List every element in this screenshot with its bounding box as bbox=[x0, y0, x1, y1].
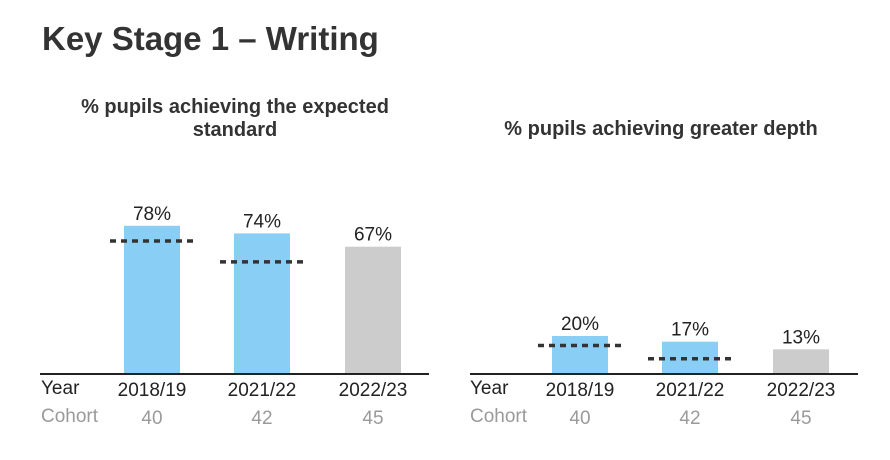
data-label: 20% bbox=[561, 314, 599, 335]
data-label: 74% bbox=[243, 211, 281, 232]
data-label: 17% bbox=[671, 320, 709, 341]
cohort-row-label: Cohort bbox=[41, 406, 99, 427]
cohort-value: 42 bbox=[251, 408, 272, 429]
data-label: 13% bbox=[782, 327, 820, 348]
bar bbox=[124, 225, 180, 374]
chart-title-expected-standard: % pupils achieving the expected standard bbox=[40, 96, 430, 142]
bar bbox=[345, 246, 401, 374]
cohort-row-label: Cohort bbox=[470, 406, 528, 427]
data-label: 67% bbox=[354, 225, 392, 246]
cohort-value: 45 bbox=[790, 408, 811, 429]
chart-title-line: standard bbox=[192, 119, 278, 141]
cohort-value: 40 bbox=[141, 408, 162, 429]
cohort-value: 45 bbox=[362, 408, 383, 429]
chart-title-greater-depth: % pupils achieving greater depth bbox=[466, 118, 856, 141]
cohort-value: 42 bbox=[679, 408, 700, 429]
bar bbox=[234, 233, 290, 374]
category-label: 2022/23 bbox=[767, 380, 836, 401]
chart-greater-depth: 20% 2018/19 40 17% 2021/22 42 13% 2022/23 45 bbox=[470, 314, 858, 429]
chart-title-line: % pupils achieving the expected bbox=[81, 96, 389, 118]
data-label: 78% bbox=[133, 204, 171, 225]
category-label: 2021/22 bbox=[656, 380, 725, 401]
year-row-label: Year bbox=[470, 378, 509, 399]
page-title: Key Stage 1 – Writing bbox=[42, 20, 379, 57]
chart-expected-standard: 78% 2018/19 40 74% 2021/22 42 67% 2022/23 45 bbox=[40, 204, 429, 429]
chart-title-line: % pupils achieving greater depth bbox=[504, 118, 818, 140]
year-row-label: Year bbox=[41, 378, 80, 399]
category-label: 2018/19 bbox=[118, 380, 187, 401]
category-label: 2018/19 bbox=[546, 380, 615, 401]
cohort-value: 40 bbox=[569, 408, 590, 429]
bar bbox=[773, 349, 829, 374]
category-label: 2021/22 bbox=[228, 380, 297, 401]
bar bbox=[552, 336, 608, 374]
category-label: 2022/23 bbox=[339, 380, 408, 401]
